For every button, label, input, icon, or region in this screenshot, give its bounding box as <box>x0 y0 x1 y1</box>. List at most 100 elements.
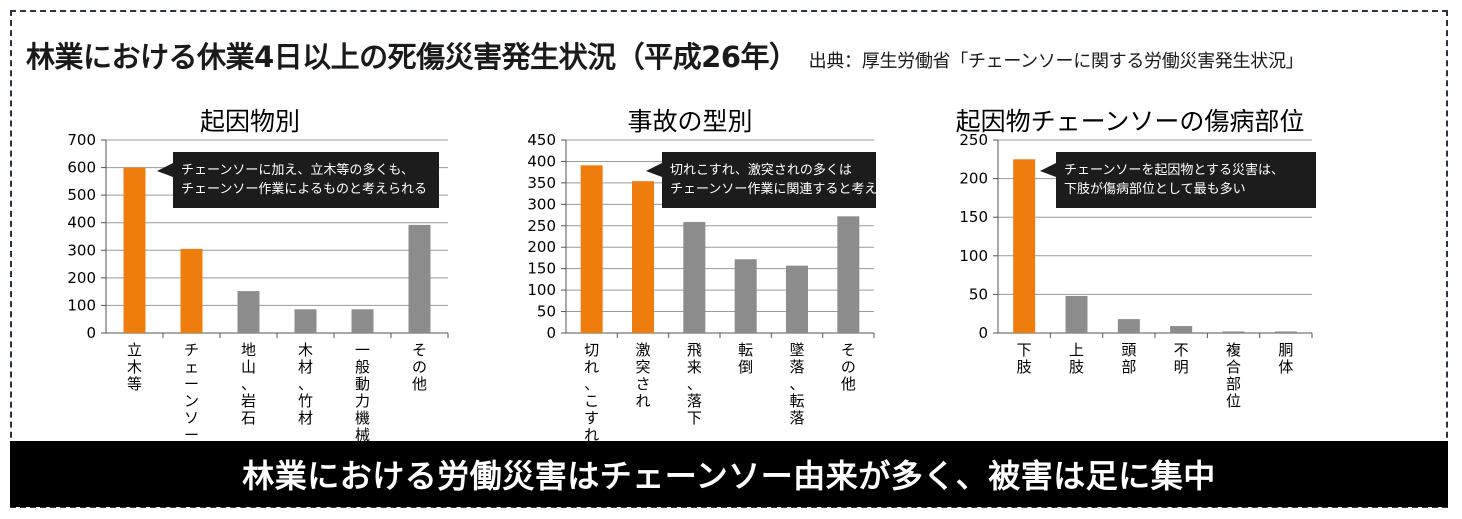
category-char: ェ <box>184 358 199 376</box>
category-char: 肢 <box>1069 358 1084 376</box>
category-char: 突 <box>635 358 650 376</box>
callout-pointer <box>1040 163 1056 177</box>
category-char: そ <box>412 341 427 359</box>
callout-pointer <box>646 163 662 177</box>
bar-4 <box>1170 326 1193 333</box>
category-char: 墜 <box>789 341 804 359</box>
callout-box <box>1056 152 1316 208</box>
category-char: 他 <box>412 375 427 393</box>
y-tick-label: 300 <box>67 241 96 259</box>
y-tick-label: 250 <box>527 217 556 235</box>
category-char: ー <box>184 426 199 444</box>
conclusion-banner: 林業における労働災害はチェーンソー由来が多く、被害は足に集中 <box>10 441 1448 507</box>
y-tick-label: 200 <box>959 170 988 188</box>
category-char: ン <box>184 392 199 410</box>
category-label: 木材、竹材 <box>298 341 313 427</box>
y-tick-label: 100 <box>959 247 988 265</box>
category-char: 来 <box>687 358 702 376</box>
category-char: 明 <box>1174 358 1189 376</box>
y-tick-label: 600 <box>67 159 96 177</box>
category-char: 、 <box>584 375 599 393</box>
y-tick-label: 450 <box>527 131 556 149</box>
category-char: れ <box>584 358 599 376</box>
callout-line: チェーンソーに加え、立木等の多くも、 <box>181 162 414 178</box>
bar-5 <box>1222 331 1245 333</box>
category-label: 立木等 <box>127 341 142 393</box>
category-char: 転 <box>738 341 753 359</box>
category-char: 岩 <box>241 392 256 410</box>
category-char: の <box>412 358 427 376</box>
category-char: ー <box>184 375 199 393</box>
category-char: 落 <box>687 392 702 410</box>
category-char: 石 <box>241 409 256 427</box>
y-tick-label: 100 <box>67 296 96 314</box>
category-char: 力 <box>355 392 370 410</box>
category-label: チェーンソー <box>184 341 199 444</box>
category-char: こ <box>584 392 599 410</box>
category-char: 体 <box>1278 358 1293 376</box>
y-tick-label: 150 <box>959 208 988 226</box>
category-char: れ <box>584 426 599 444</box>
bar-4 <box>294 309 317 333</box>
callout-box <box>662 152 876 208</box>
category-char: 材 <box>298 409 313 427</box>
category-char: 下 <box>1017 341 1032 359</box>
category-char: 部 <box>1121 358 1136 376</box>
y-tick-label: 200 <box>527 238 556 256</box>
page-title: 林業における休業4日以上の死傷災害発生状況（平成26年） <box>26 40 798 74</box>
chart-title: 事故の型別 <box>627 107 752 136</box>
bar-5 <box>351 309 374 333</box>
callout-box <box>173 152 439 208</box>
category-char: 上 <box>1069 341 1084 359</box>
header: 林業における休業4日以上の死傷災害発生状況（平成26年） 出典：厚生労働省「チェ… <box>26 34 1446 74</box>
category-char: 不 <box>1174 341 1189 359</box>
bar-2 <box>1065 295 1088 333</box>
category-char: さ <box>635 375 650 393</box>
category-char: 転 <box>789 392 804 410</box>
bar-3 <box>1117 319 1140 333</box>
callout-pointer <box>157 163 173 177</box>
category-label: 上肢 <box>1069 341 1084 376</box>
y-tick-label: 700 <box>67 131 96 149</box>
chart-injury-site: 起因物チェーンソーの傷病部位050100150200250下肢上肢頭部不明複合部… <box>956 107 1316 410</box>
y-tick-label: 350 <box>527 174 556 192</box>
y-tick-label: 0 <box>86 324 96 342</box>
annotation-callout: チェーンソーに加え、立木等の多くも、チェーンソー作業によるものと考えられる <box>157 152 439 208</box>
category-char: 、 <box>687 375 702 393</box>
category-char: 械 <box>355 426 370 444</box>
y-tick-label: 400 <box>527 152 556 170</box>
category-label: 墜落、転落 <box>789 341 804 427</box>
category-char: 落 <box>789 409 804 427</box>
category-char: の <box>841 358 856 376</box>
dashed-frame <box>10 10 1448 508</box>
bar-4 <box>734 259 757 333</box>
bar-2 <box>632 181 654 333</box>
category-char: 般 <box>355 358 370 376</box>
category-char: 激 <box>635 341 650 359</box>
category-label: その他 <box>841 341 856 393</box>
bar-6 <box>408 224 431 333</box>
y-tick-label: 250 <box>959 131 988 149</box>
category-char: 機 <box>355 409 370 427</box>
chart-title: 起因物別 <box>200 107 300 136</box>
chart-accident-type: 事故の型別050100150200250300350400450切れ、こすれ激突… <box>527 107 916 444</box>
category-label: 飛来、落下 <box>687 341 702 427</box>
y-tick-label: 50 <box>969 285 988 303</box>
category-char: 、 <box>298 375 313 393</box>
category-char: 一 <box>355 341 370 359</box>
category-label: 転倒 <box>738 341 753 376</box>
y-tick-label: 0 <box>978 324 988 342</box>
bar-1 <box>123 167 146 333</box>
y-tick-label: 200 <box>67 269 96 287</box>
category-char: す <box>584 409 599 427</box>
category-char: 、 <box>241 375 256 393</box>
category-label: 胴体 <box>1278 341 1293 376</box>
category-label: 一般動力機械 <box>355 341 370 444</box>
category-char: 落 <box>789 358 804 376</box>
y-tick-label: 100 <box>527 281 556 299</box>
category-char: 胴 <box>1278 341 1293 359</box>
category-char: 竹 <box>298 392 313 410</box>
category-label: 不明 <box>1174 341 1189 376</box>
category-char: ソ <box>184 409 199 427</box>
